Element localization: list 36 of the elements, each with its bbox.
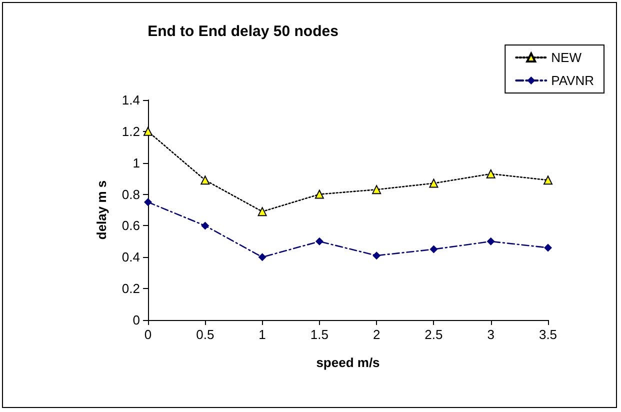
point <box>315 237 324 246</box>
y-tick-label: 1.4 <box>122 92 140 108</box>
point <box>258 253 266 262</box>
x-tick-label: 1 <box>258 327 266 342</box>
x-tick-label: 0 <box>144 327 152 342</box>
y-tick-label: 0.6 <box>122 218 140 234</box>
x-tick-label: 1.5 <box>310 327 328 342</box>
x-tick-label: 2 <box>372 327 380 342</box>
x-tick-label: 3 <box>487 327 494 342</box>
y-tick-label: 0.8 <box>122 186 140 202</box>
point <box>201 222 210 230</box>
y-axis-title: delay m s <box>94 180 109 240</box>
x-axis-title: speed m/s <box>316 355 380 370</box>
point <box>200 176 210 185</box>
point <box>372 185 382 194</box>
y-tick-label: 1 <box>132 155 140 170</box>
point <box>258 207 267 216</box>
point <box>544 176 552 185</box>
point <box>430 245 438 254</box>
point <box>429 178 438 188</box>
x-tick-label: 0.5 <box>196 327 214 342</box>
chart-title: End to End delay 50 nodes <box>148 23 338 40</box>
point <box>144 198 152 206</box>
legend-label: NEW <box>551 50 582 65</box>
point <box>486 237 495 246</box>
point <box>372 252 381 260</box>
point <box>314 190 324 199</box>
y-tick-label: 1.2 <box>122 124 140 139</box>
y-tick-label: 0 <box>132 312 140 328</box>
point <box>544 244 552 252</box>
point <box>486 169 496 178</box>
x-tick-label: 3.5 <box>538 327 558 342</box>
y-tick-label: 0.2 <box>122 281 140 296</box>
legend-label: PAVNR <box>551 73 594 88</box>
x-tick-label: 2.5 <box>424 327 443 342</box>
y-tick-label: 0.4 <box>122 250 140 265</box>
